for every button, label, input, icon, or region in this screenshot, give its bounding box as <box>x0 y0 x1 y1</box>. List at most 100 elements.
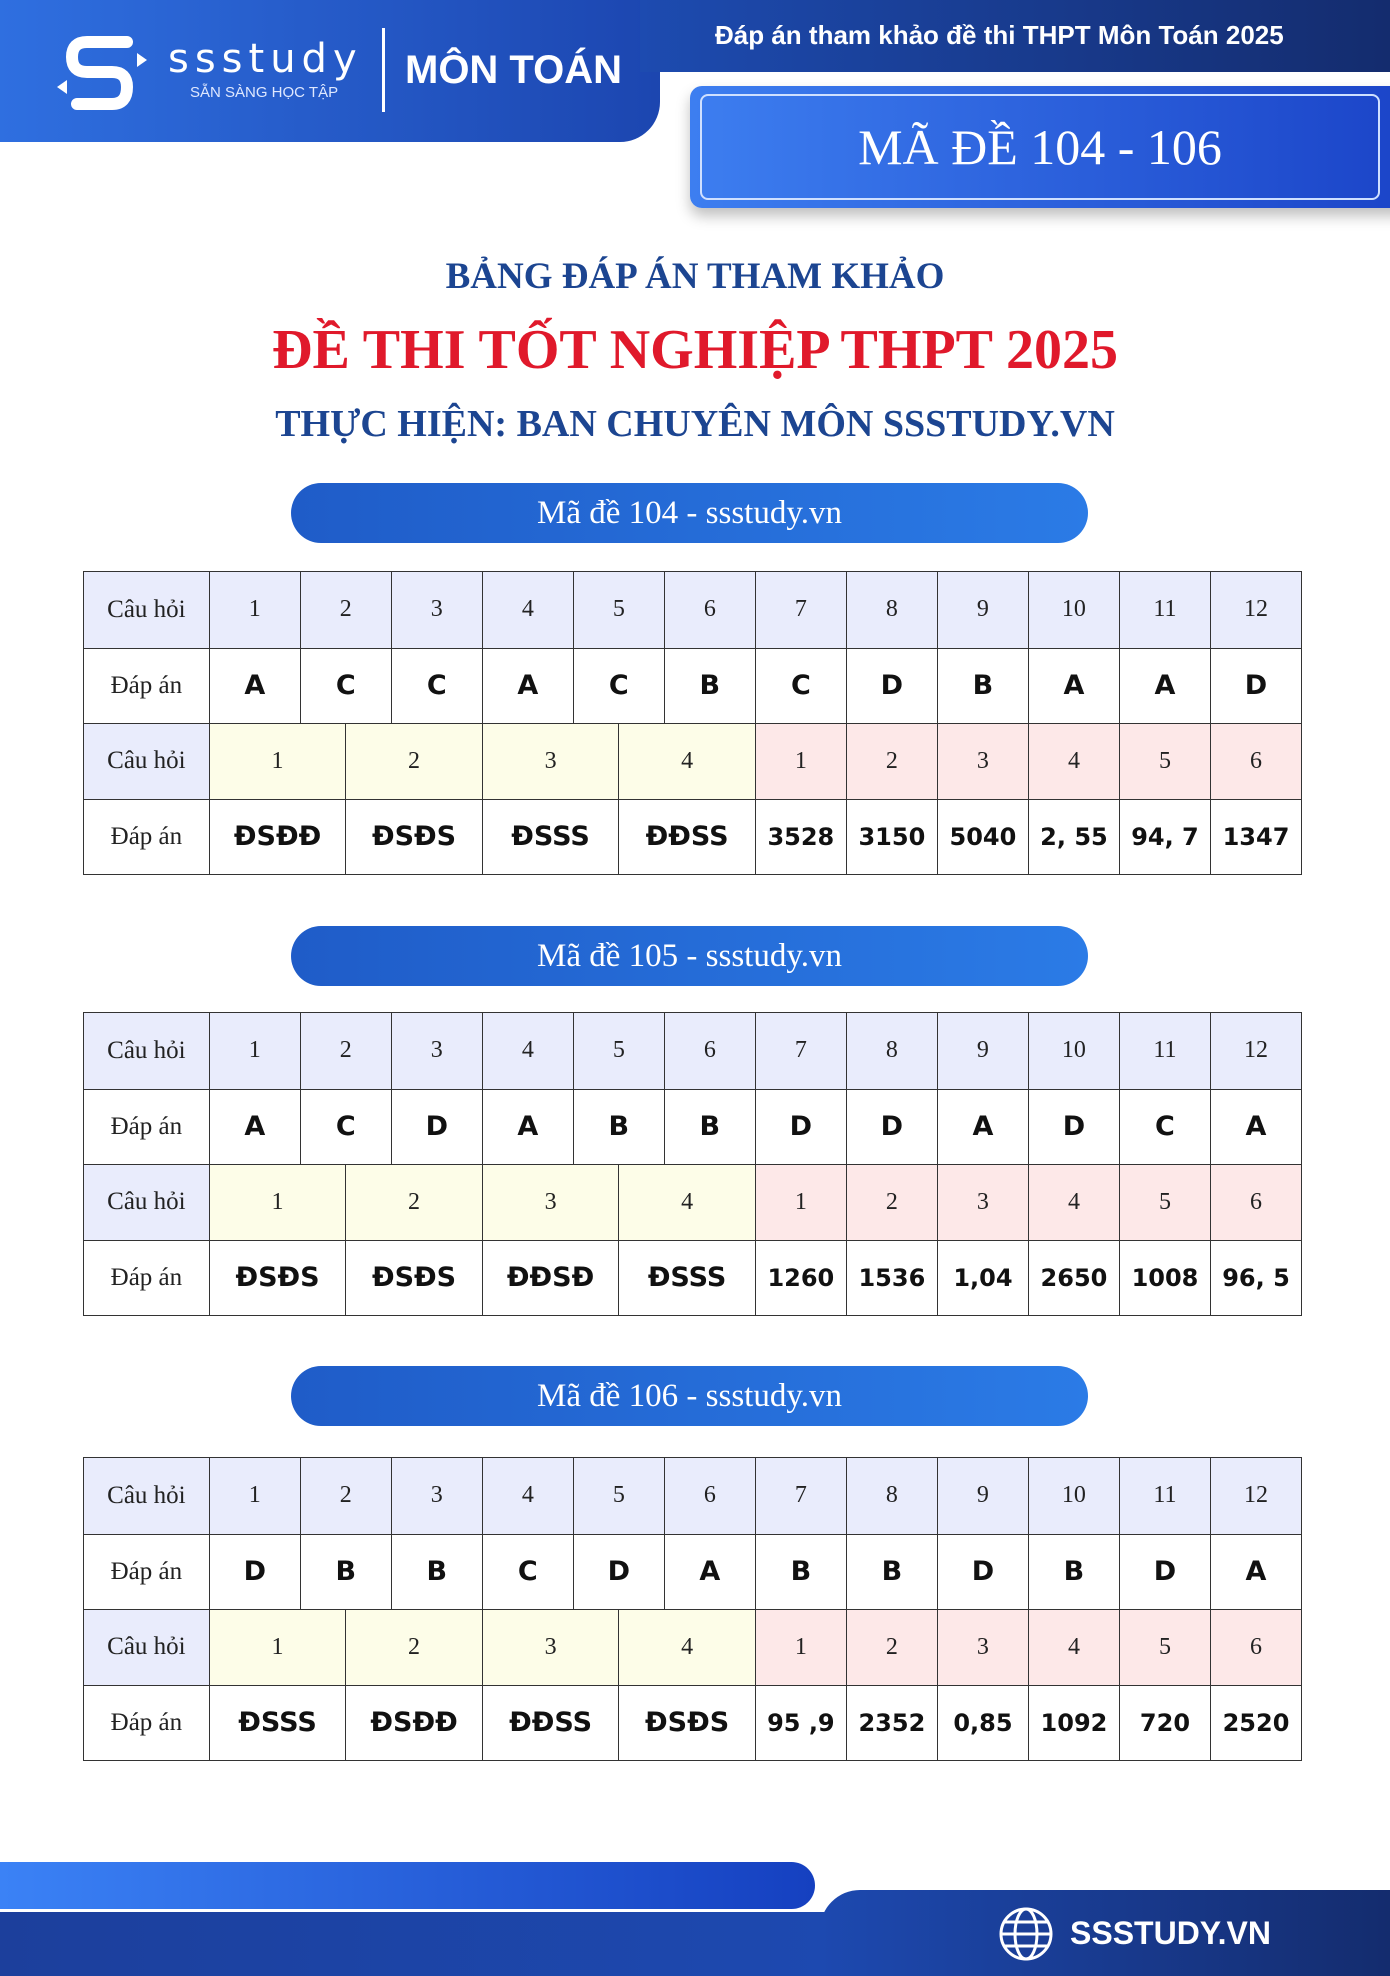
tf-answer: ĐĐSĐ <box>481 1240 619 1315</box>
sa-question-number: 2 <box>845 724 937 799</box>
row-label: Đáp án <box>110 822 183 850</box>
sa-answer: 0,85 <box>936 1685 1028 1760</box>
sa-answer: 94, 7 <box>1118 799 1210 874</box>
question-number: 10 <box>1027 1458 1119 1534</box>
row-label: Câu hỏi <box>84 1458 209 1534</box>
row-label: Đáp án <box>110 1557 183 1585</box>
mc-answer: C <box>572 648 664 723</box>
sa-question-number: 6 <box>1210 1165 1302 1240</box>
sa-answer: 720 <box>1118 1685 1210 1760</box>
footer-accent-bar <box>0 1862 815 1909</box>
question-number: 1 <box>208 1458 300 1534</box>
answer-table: Câu hỏi 1 2 3 4 5 6 7 8 9 10 11 12 Đáp án D B B C D A B B D B D A… <box>83 1457 1302 1761</box>
row-label: Câu hỏi <box>84 1165 209 1240</box>
tf-question-number: 1 <box>208 1165 346 1240</box>
question-number: 9 <box>936 572 1028 648</box>
sa-question-number: 4 <box>1027 1165 1119 1240</box>
mc-answer: D <box>390 1089 482 1164</box>
sa-question-number: 4 <box>1027 1610 1119 1685</box>
tf-question-number: 1 <box>208 1610 346 1685</box>
question-number: 3 <box>390 572 482 648</box>
question-number: 1 <box>208 572 300 648</box>
mc-answer: B <box>754 1534 846 1609</box>
tf-question-number: 4 <box>618 724 755 799</box>
question-number: 11 <box>1118 1013 1210 1089</box>
tf-question-number: 1 <box>208 724 346 799</box>
brand-name: ssstudy <box>168 36 363 82</box>
mc-answer: A <box>1209 1089 1301 1164</box>
sa-answer: 2650 <box>1027 1240 1119 1315</box>
mc-answer: B <box>299 1534 391 1609</box>
row-label: Câu hỏi <box>84 1013 209 1089</box>
tf-answer: ĐSSS <box>618 1240 755 1315</box>
tf-answer: ĐSĐS <box>345 799 482 874</box>
exam-code-pill: Mã đề 104 - ssstudy.vn <box>291 483 1088 543</box>
question-number: 3 <box>390 1458 482 1534</box>
header-right-band <box>640 0 1390 72</box>
mc-answer: A <box>663 1534 755 1609</box>
mc-answer-row: Đáp án D B B C D A B B D B D A <box>84 1533 1301 1609</box>
footer-dark-band <box>820 1890 1390 1976</box>
sa-question-number: 3 <box>936 724 1028 799</box>
sa-question-number: 5 <box>1118 1610 1210 1685</box>
sa-question-number: 1 <box>754 1165 846 1240</box>
question-number: 4 <box>481 1458 573 1534</box>
mc-answer: B <box>663 648 755 723</box>
question-number: 3 <box>390 1013 482 1089</box>
question-number: 8 <box>845 1013 937 1089</box>
sa-answer: 2, 55 <box>1027 799 1119 874</box>
answer-table: Câu hỏi 1 2 3 4 5 6 7 8 9 10 11 12 Đáp án A C D A B B D D A D C A… <box>83 1012 1302 1316</box>
row-label: Đáp án <box>110 1263 183 1291</box>
tf-sa-answer-row: Đáp án ĐSSS ĐSĐĐ ĐĐSS ĐSĐS 95 ,9 2352 0,85 1092 7… <box>84 1684 1301 1760</box>
mc-answer: D <box>754 1089 846 1164</box>
sa-question-number: 1 <box>754 1610 846 1685</box>
question-number: 4 <box>481 1013 573 1089</box>
question-number: 11 <box>1118 572 1210 648</box>
mc-answer-row: Đáp án A C C A C B C D B A A D <box>84 647 1301 723</box>
tf-answer: ĐSĐĐ <box>208 799 346 874</box>
question-number: 9 <box>936 1458 1028 1534</box>
tf-answer: ĐSSS <box>208 1685 346 1760</box>
question-number: 11 <box>1118 1458 1210 1534</box>
question-number: 2 <box>299 1458 391 1534</box>
question-number: 6 <box>663 572 755 648</box>
question-number: 7 <box>754 1013 846 1089</box>
tf-answer: ĐĐSS <box>481 1685 619 1760</box>
mc-answer: D <box>208 1534 300 1609</box>
mc-answer: B <box>845 1534 937 1609</box>
exam-code-pill: Mã đề 105 - ssstudy.vn <box>291 926 1088 986</box>
sa-answer: 1260 <box>754 1240 846 1315</box>
mc-question-row: Câu hỏi 1 2 3 4 5 6 7 8 9 10 11 12 <box>84 572 1301 648</box>
mc-answer: A <box>1209 1534 1301 1609</box>
question-number: 7 <box>754 572 846 648</box>
question-number: 8 <box>845 1458 937 1534</box>
mc-answer: C <box>299 1089 391 1164</box>
row-label: Đáp án <box>110 671 183 699</box>
brand-tagline: SẴN SÀNG HỌC TẬP <box>190 84 339 101</box>
mc-answer: D <box>1027 1089 1119 1164</box>
sa-question-number: 2 <box>845 1165 937 1240</box>
tf-answer: ĐSSS <box>481 799 619 874</box>
sa-answer: 1092 <box>1027 1685 1119 1760</box>
sa-answer: 3528 <box>754 799 846 874</box>
mc-answer: A <box>936 1089 1028 1164</box>
tf-question-number: 2 <box>345 1610 482 1685</box>
row-label: Đáp án <box>110 1112 183 1140</box>
sa-answer: 95 ,9 <box>754 1685 846 1760</box>
exam-codes: MÃ ĐỀ 104 - 106 <box>700 94 1380 200</box>
sa-answer: 1,04 <box>936 1240 1028 1315</box>
mc-answer: C <box>299 648 391 723</box>
mc-answer: D <box>936 1534 1028 1609</box>
question-number: 12 <box>1209 572 1301 648</box>
sa-question-number: 6 <box>1210 724 1302 799</box>
mc-answer: A <box>1118 648 1210 723</box>
mc-answer: C <box>481 1534 573 1609</box>
mc-question-row: Câu hỏi 1 2 3 4 5 6 7 8 9 10 11 12 <box>84 1458 1301 1534</box>
tf-sa-question-row: Câu hỏi 1 2 3 4 1 2 3 4 5 6 <box>84 723 1302 799</box>
mc-answer: C <box>754 648 846 723</box>
question-number: 4 <box>481 572 573 648</box>
answer-table: Câu hỏi 1 2 3 4 5 6 7 8 9 10 11 12 Đáp án A C C A C B C D B A A D… <box>83 571 1302 875</box>
title-line-3: THỰC HIỆN: BAN CHUYÊN MÔN SSSTUDY.VN <box>275 403 1115 445</box>
mc-answer: B <box>936 648 1028 723</box>
footer-site[interactable]: SSSTUDY.VN <box>1070 1915 1271 1951</box>
